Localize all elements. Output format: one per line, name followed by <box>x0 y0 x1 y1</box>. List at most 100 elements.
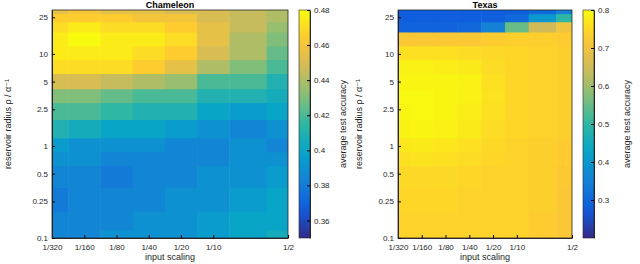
heat-cell <box>165 32 198 46</box>
heat-cell <box>100 166 133 188</box>
heat-cell <box>529 103 557 120</box>
heat-cell <box>52 22 69 33</box>
heat-cell <box>505 230 529 238</box>
tick-mark <box>591 162 594 163</box>
heat-cell <box>133 120 166 139</box>
tick: 0.25 <box>378 197 401 206</box>
heat-cell <box>68 138 101 152</box>
heat-cell <box>505 166 529 188</box>
y-axis: 0.10.250.512.551025 <box>32 11 55 244</box>
tick: 0.5 <box>591 120 610 129</box>
heat-cell <box>229 138 267 152</box>
heat-cell <box>529 188 557 213</box>
heat-cell <box>457 74 481 90</box>
tick-mark <box>307 220 310 221</box>
heat-cell <box>133 74 166 90</box>
tick-mark <box>517 235 518 238</box>
heat-cell <box>267 120 288 139</box>
tick-label: 0.5 <box>37 170 49 179</box>
heat-cell <box>52 14 69 23</box>
heat-cell <box>197 230 230 238</box>
heat-cell <box>505 46 529 60</box>
heat-cell <box>68 74 101 90</box>
tick: 1/80 <box>438 235 454 252</box>
heat-cell <box>100 230 133 238</box>
heat-cell <box>229 22 267 33</box>
tick-label: 0.36 <box>314 217 330 226</box>
tick-mark <box>422 235 423 238</box>
heat-cell <box>229 89 267 103</box>
tick: 25 <box>39 13 55 22</box>
heat-cell <box>457 14 481 23</box>
tick-mark <box>52 82 55 83</box>
heat-cell <box>410 32 434 46</box>
heat-cell <box>457 103 481 120</box>
heat-cell <box>133 22 166 33</box>
heat-cell <box>165 230 198 238</box>
heat-cell <box>197 60 230 74</box>
cells <box>52 10 288 238</box>
heat-cell <box>410 14 434 23</box>
heat-cell <box>529 166 557 188</box>
figure: 1/3201/1601/801/401/201/101/20.10.250.51… <box>0 0 640 264</box>
heat-cell <box>197 212 230 231</box>
heat-cell <box>165 14 198 23</box>
heat-cell <box>165 46 198 60</box>
heat-cell <box>100 22 133 33</box>
tick-label: 0.25 <box>378 197 394 206</box>
y-axis-title: reservoir radius ρ / α⁻¹ <box>354 79 364 169</box>
heat-cell <box>410 230 434 238</box>
heat-cell <box>229 32 267 46</box>
heat-cell <box>457 230 481 238</box>
tick-mark <box>493 235 494 238</box>
tick: 1 <box>390 142 401 151</box>
heat-cell <box>481 166 505 188</box>
tick-mark <box>591 48 594 49</box>
heat-cell <box>68 212 101 231</box>
tick-mark <box>446 235 447 238</box>
tick-label: 0.7 <box>598 44 610 53</box>
heat-cell <box>165 10 198 14</box>
heat-cell <box>398 138 410 152</box>
heat-cell <box>68 22 101 33</box>
heat-cell <box>481 138 505 152</box>
heat-cell <box>52 89 69 103</box>
y-axis: 0.10.250.512.551025 <box>378 11 401 244</box>
heat-cell <box>197 32 230 46</box>
heat-cell <box>434 138 458 152</box>
tick-mark <box>398 82 401 83</box>
tick-label: 0.42 <box>314 111 330 120</box>
axis-line <box>398 11 399 239</box>
heat-cell <box>481 46 505 60</box>
heat-cell <box>52 60 69 74</box>
colorbar-title: average test accuracy <box>338 79 348 168</box>
tick: 5 <box>390 78 401 87</box>
heat-cell <box>529 22 557 33</box>
heat-cell <box>505 138 529 152</box>
tick-label: 1/10 <box>206 243 222 252</box>
tick: 0.4 <box>307 146 326 155</box>
heat-cell <box>505 74 529 90</box>
x-axis-title: input scaling <box>460 252 510 262</box>
heat-cell <box>410 46 434 60</box>
heat-cell <box>556 46 572 60</box>
heat-cell <box>410 22 434 33</box>
heat-cell <box>529 14 557 23</box>
heat-cell <box>457 89 481 103</box>
heat-cell <box>68 32 101 46</box>
heat-cell <box>434 10 458 14</box>
heat-cell <box>165 22 198 33</box>
heat-cell <box>398 103 410 120</box>
heat-cell <box>267 22 288 33</box>
tick: 1/2 <box>567 235 579 252</box>
heat-cell <box>52 74 69 90</box>
heat-cell <box>52 46 69 60</box>
tick-mark <box>591 86 594 87</box>
heat-cell <box>434 89 458 103</box>
heat-cell <box>556 166 572 188</box>
heat-cell <box>398 89 410 103</box>
heat-cell <box>100 212 133 231</box>
heat-cell <box>398 74 410 90</box>
heat-cell <box>133 89 166 103</box>
tick-label: 1/80 <box>109 243 125 252</box>
